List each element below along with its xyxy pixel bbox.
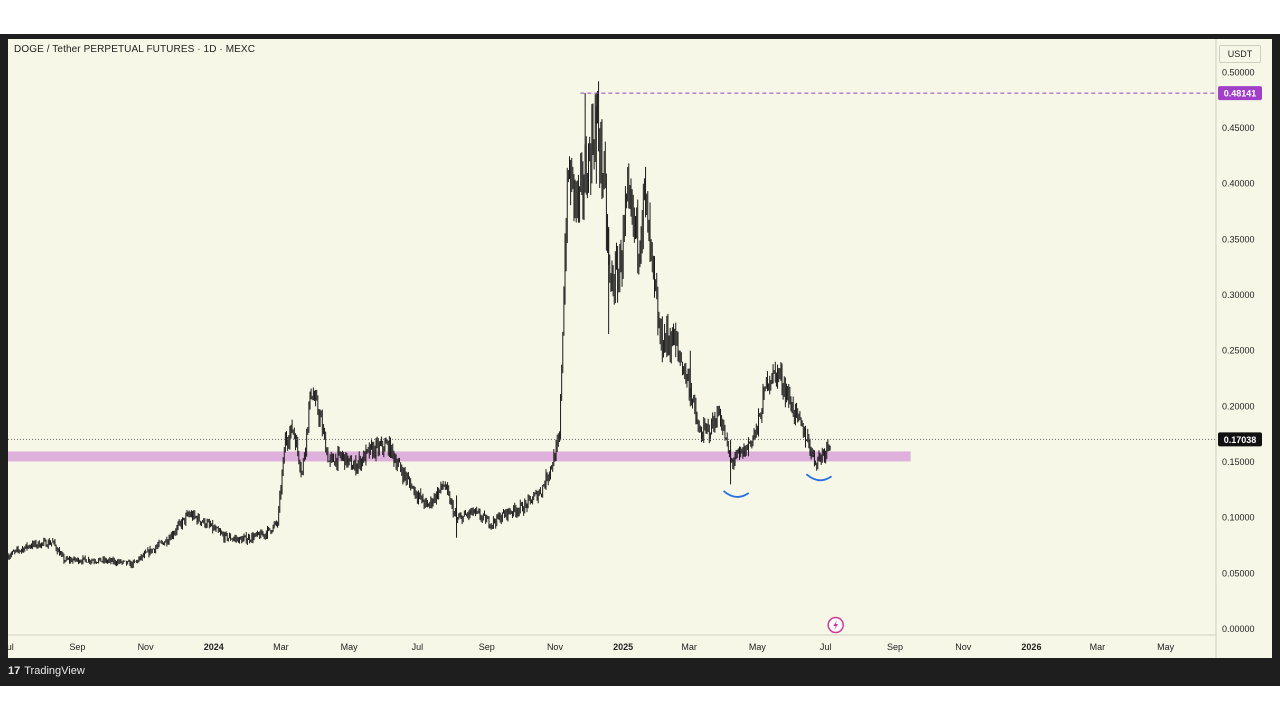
y-tick-label: 0.25000 [1222,346,1255,356]
y-tick-label: 0.20000 [1222,401,1255,411]
x-tick-label: May [341,642,359,652]
x-tick-label: 2025 [613,642,633,652]
x-tick-label: Mar [681,642,697,652]
x-tick-label: May [749,642,767,652]
y-tick-label: 0.35000 [1222,234,1255,244]
y-tick-label: 0.10000 [1222,513,1255,523]
x-tick-label: Sep [69,642,85,652]
tradingview-mark: 17 [8,665,21,677]
x-tick-label: May [1157,642,1175,652]
all-time-high-label-bg [1218,86,1262,101]
x-tick-label: Jul [820,642,832,652]
lightning-icon[interactable] [827,616,844,634]
y-tick-label: 0.40000 [1222,179,1255,189]
last-price-label: 0.17038 [1224,435,1257,445]
x-tick-label: 2024 [204,642,224,652]
all-time-high-label: 0.48141 [1224,89,1257,99]
chart-title: DOGE / Tether PERPETUAL FUTURES · 1D · M… [14,44,256,55]
x-tick-label: Nov [955,642,972,652]
plot-background [8,39,1216,635]
tradingview-logo: 17 TradingView [8,665,85,677]
y-tick-label: 0.30000 [1222,290,1255,300]
time-scale-background [8,635,1216,658]
x-tick-label: Nov [138,642,155,652]
y-tick-label: 0.15000 [1222,457,1255,467]
y-tick-label: 0.50000 [1222,67,1255,77]
price-scale-background [1216,39,1272,658]
x-tick-label: Jul [412,642,424,652]
y-tick-label: 0.45000 [1222,123,1255,133]
y-tick-label: 0.00000 [1222,624,1255,634]
y-tick-label: 0.05000 [1222,568,1255,578]
x-tick-label: Jul [2,642,14,652]
currency-unit-button[interactable]: USDT [1219,45,1261,63]
x-tick-label: Mar [1090,642,1106,652]
x-tick-label: Nov [547,642,564,652]
support-zone [8,451,911,462]
last-price-label-bg [1218,432,1262,447]
x-tick-label: 2026 [1021,642,1041,652]
curve-annotation [723,490,750,498]
lightning-icon-bolt [833,620,839,630]
x-tick-label: Sep [887,642,903,652]
x-tick-label: Mar [273,642,289,652]
curve-annotation [806,473,832,482]
x-tick-label: Sep [479,642,495,652]
tradingview-brand: TradingView [24,665,85,677]
